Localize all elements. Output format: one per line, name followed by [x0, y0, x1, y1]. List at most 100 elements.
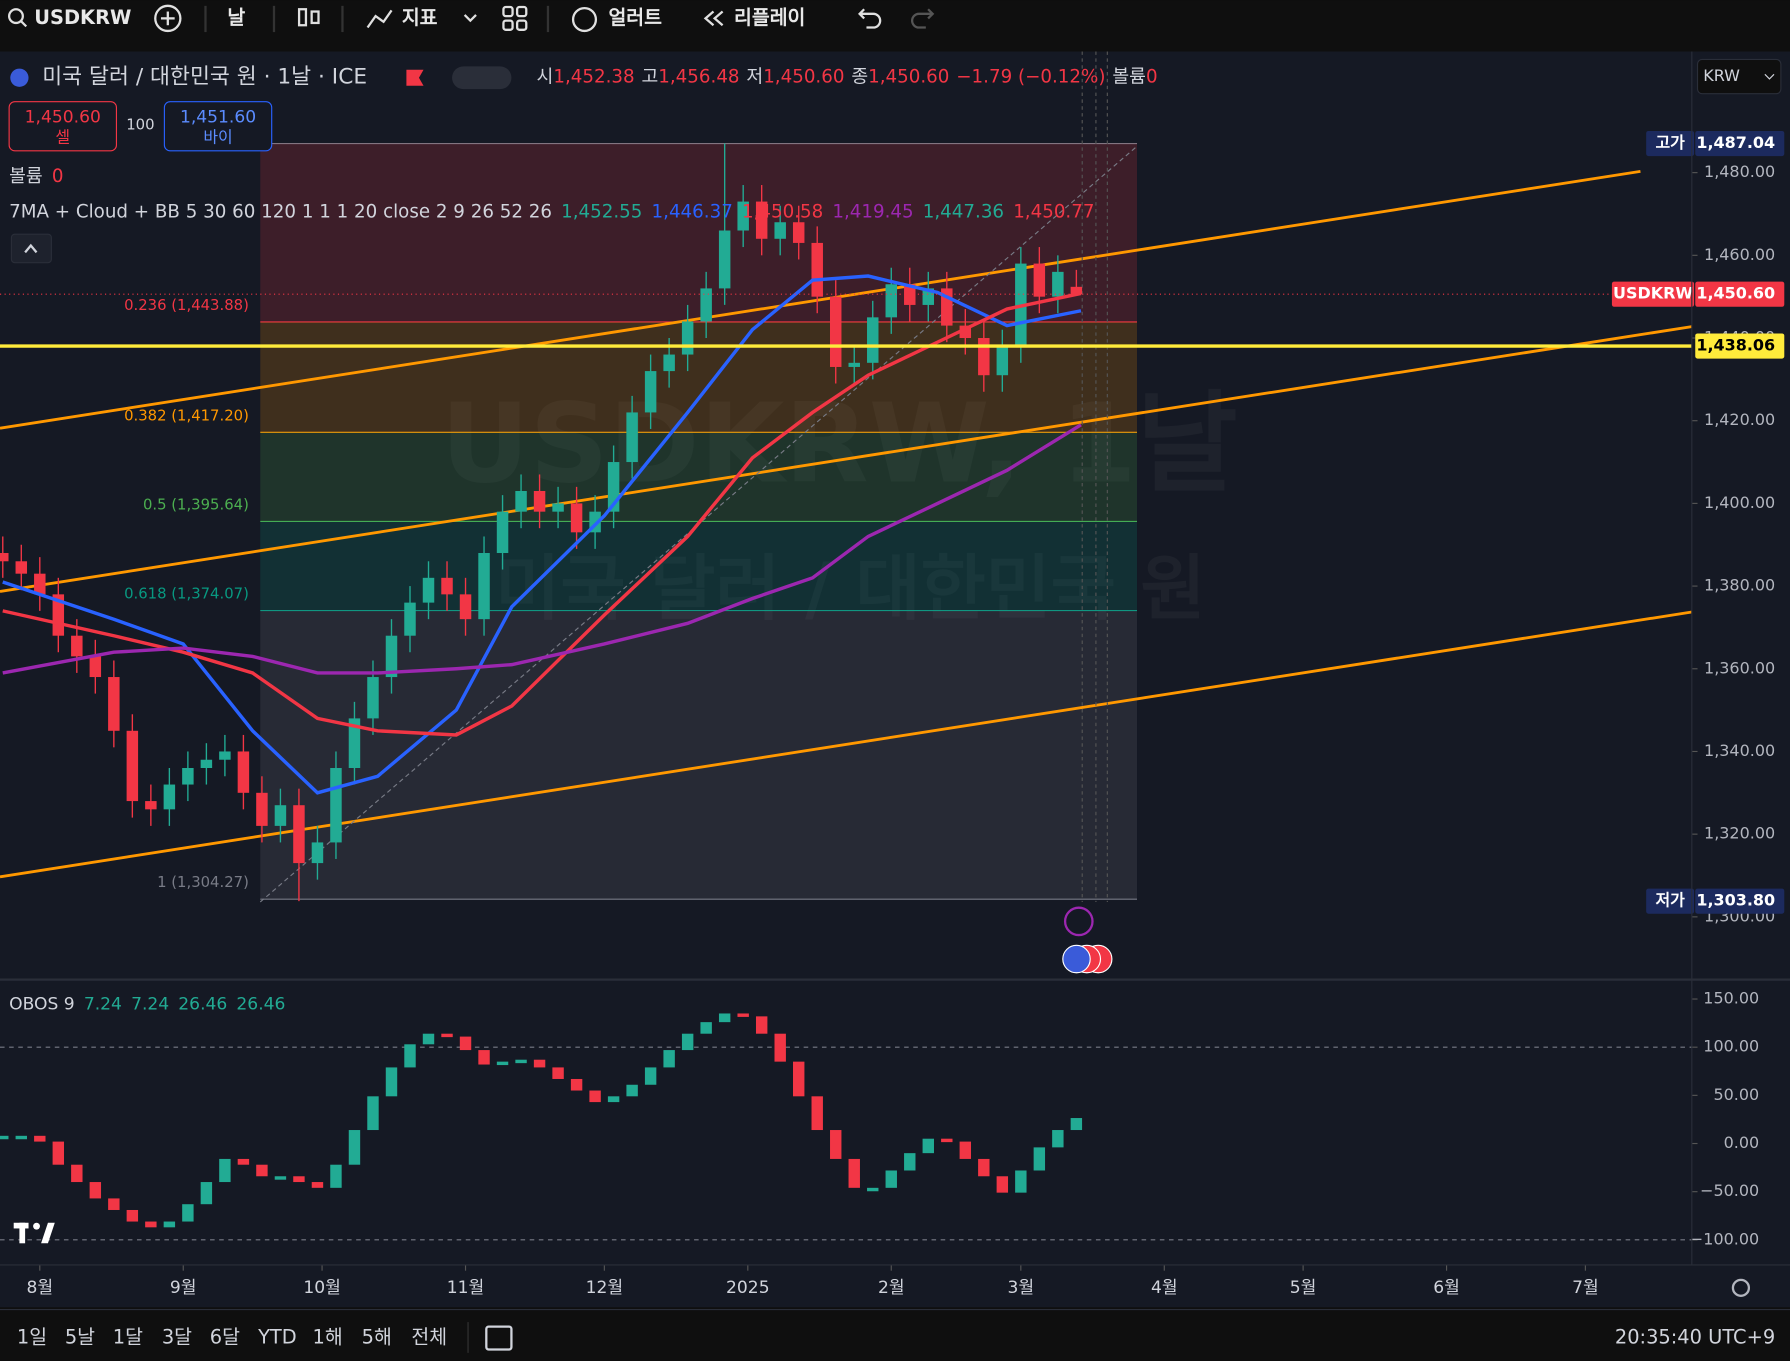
buy-button[interactable]: [163, 101, 273, 152]
x-tick-label: 11월: [447, 1278, 485, 1298]
range-button[interactable]: 전체: [411, 1326, 447, 1349]
candle-body: [219, 751, 231, 760]
obos-bar: [311, 1182, 324, 1188]
settings[interactable]: [1731, 1278, 1751, 1297]
candle-body: [311, 842, 324, 864]
fib-label: 1 (1,304.27): [157, 874, 249, 891]
obos-bar: [644, 1067, 657, 1085]
candle-body: [663, 354, 675, 372]
pill[interactable]: [452, 66, 512, 90]
candle-body: [848, 362, 860, 367]
x-tick-label: 8월: [26, 1278, 53, 1298]
volume-label: 볼륨: [9, 166, 43, 187]
obos-bar: [1070, 1118, 1083, 1131]
search-icon: [19, 19, 28, 28]
price-label: 1,487.04: [1696, 133, 1775, 152]
fibonacci: 0.236 (1,443.88) 0.382 (1,417.20) 0.5 (1,3…: [124, 142, 1138, 900]
logo-icon: [13, 1222, 55, 1244]
sell-button[interactable]: [8, 101, 118, 152]
high-value: 1,456.48: [658, 67, 739, 88]
icon: [515, 19, 528, 31]
obos-bar: [441, 1033, 453, 1038]
obos-value: 7.24: [131, 995, 169, 1015]
ma-value: 1,447.36: [923, 201, 1004, 222]
drawings: [0, 51, 1693, 903]
candle-body: [552, 503, 564, 512]
x-tick-label: 9월: [170, 1278, 197, 1298]
event-icon[interactable]: [1063, 906, 1094, 937]
currency-select[interactable]: [1696, 58, 1782, 95]
range-button[interactable]: 1해: [313, 1326, 343, 1349]
quantity[interactable]: 100: [126, 117, 154, 134]
currency: KRW: [1703, 66, 1740, 85]
icon: [515, 5, 528, 18]
alert-icon[interactable]: [571, 6, 598, 33]
obos-bar: [793, 1061, 805, 1097]
layout-icon[interactable]: [502, 5, 514, 18]
obos-bar: [959, 1141, 972, 1159]
obos-bar: [996, 1176, 1009, 1193]
date-range-button[interactable]: [485, 1325, 513, 1351]
range-button[interactable]: 5해: [362, 1326, 392, 1349]
range-button[interactable]: YTD: [257, 1326, 297, 1349]
candle-body: [533, 490, 546, 512]
price-label-name: 저가: [1655, 891, 1685, 910]
range-button[interactable]: 6달: [210, 1326, 240, 1349]
y-tick-label: −50.00: [1700, 1181, 1759, 1200]
market-icon: [406, 69, 424, 86]
collapse-button[interactable]: [10, 233, 52, 264]
obos-title: OBOS 9: [9, 995, 75, 1015]
obos-bar: [15, 1135, 27, 1140]
interval[interactable]: 날: [227, 6, 245, 29]
alerts[interactable]: 얼러트: [608, 6, 662, 29]
obos-bar: [607, 1096, 620, 1103]
obos-bar: [626, 1084, 638, 1097]
candle-body: [811, 242, 823, 297]
symbol[interactable]: USDKRW: [34, 6, 131, 29]
volume-legend: 볼륨 0: [9, 166, 63, 187]
change: −1.79 (−0.12%): [956, 67, 1105, 88]
obos-bar: [700, 1022, 712, 1034]
range-button[interactable]: 5날: [65, 1326, 95, 1349]
ma-legend: 7MA + Cloud + BB 5 30 60 120 1 1 1 20 cl…: [9, 201, 1094, 222]
indicators[interactable]: 지표: [402, 6, 438, 29]
candle-body: [256, 792, 268, 826]
obos-bar: [496, 1061, 509, 1066]
candle-body: [330, 768, 342, 843]
watermark-symbol: USDKRW, 1날: [441, 379, 1238, 507]
candle-body: [478, 553, 490, 620]
chart-type-icon[interactable]: [297, 8, 308, 27]
range-button[interactable]: 1일: [17, 1326, 47, 1349]
candle-body: [626, 412, 638, 463]
redo[interactable]: [910, 8, 935, 29]
undo[interactable]: [857, 8, 882, 29]
obos-bar: [515, 1059, 527, 1064]
add-symbol[interactable]: [154, 4, 182, 33]
price-label-name-box: [1646, 888, 1695, 914]
obos-bar: [237, 1158, 250, 1165]
candle-body: [52, 594, 65, 636]
search-icon[interactable]: [7, 8, 24, 25]
replay[interactable]: 리플레이: [734, 6, 805, 29]
dropdown[interactable]: [463, 14, 477, 23]
price-label: 1,450.60: [1696, 284, 1775, 303]
price-label-name-box: [1646, 130, 1695, 157]
obos-bar: [904, 1153, 916, 1171]
range-button[interactable]: 3달: [162, 1326, 192, 1349]
fib-label: 0.618 (1,374.07): [124, 586, 249, 603]
event-icon[interactable]: [1062, 944, 1091, 974]
volume-value: 0: [52, 166, 64, 187]
obos-bar: [922, 1138, 934, 1154]
candle-body: [0, 553, 9, 562]
obos-bar: [755, 1016, 768, 1034]
obos-bar: [182, 1204, 194, 1222]
indicator-icon[interactable]: [366, 9, 393, 29]
y-tick-label: −100.00: [1690, 1229, 1759, 1248]
fib-label: 0.382 (1,417.20): [124, 407, 249, 424]
channel-line: [0, 610, 1693, 879]
obos-bar: [737, 1013, 749, 1017]
range-button[interactable]: 1달: [113, 1326, 143, 1349]
fib-label: 0.5 (1,395.64): [143, 496, 249, 513]
x-tick-label: 3월: [1008, 1278, 1035, 1298]
replay-icon[interactable]: [703, 10, 715, 27]
